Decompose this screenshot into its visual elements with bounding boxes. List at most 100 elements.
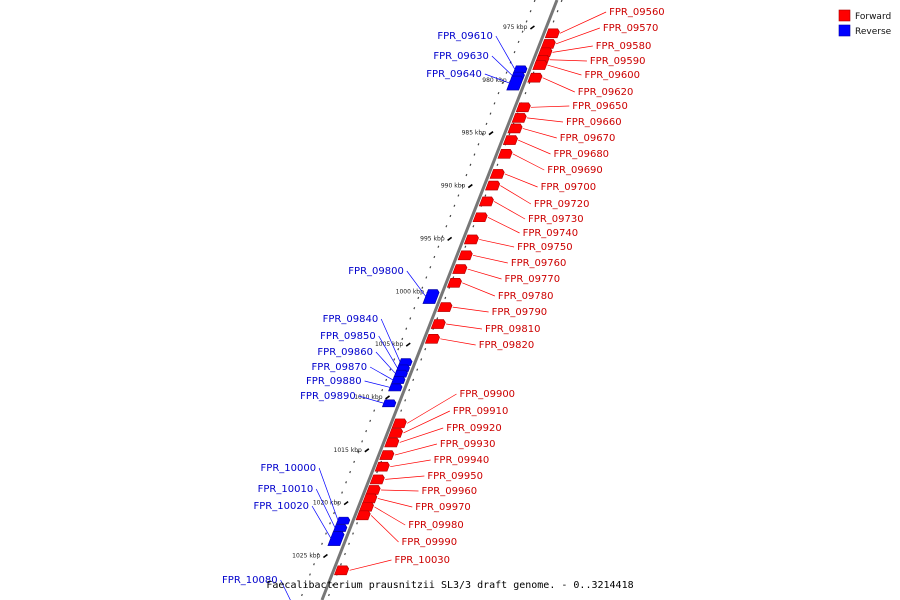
forward-gene-label: FPR_09600 [584,70,640,81]
forward-gene-label: FPR_09930 [440,439,496,450]
forward-label-leader [504,173,538,188]
forward-gene-label: FPR_09990 [402,537,458,548]
forward-label-leader [549,59,587,62]
forward-gene [446,277,462,288]
forward-gene [452,264,468,274]
legend-label-reverse: Reverse [855,27,892,37]
reverse-gene-label: FPR_09890 [300,391,356,402]
forward-gene [507,123,523,134]
forward-label-leader [394,443,438,456]
forward-gene-label: FPR_09740 [523,228,579,239]
reverse-gene [327,531,345,546]
reverse-gene-label: FPR_09630 [433,51,489,62]
forward-label-leader [512,153,545,171]
forward-gene-label: FPR_09770 [505,274,561,285]
reverse-gene-label: FPR_09850 [320,331,376,342]
tick-label: 990 kbp [441,183,466,190]
forward-gene [362,493,378,504]
tick-label: 1015 kbp [334,447,362,454]
tick-label: 985 kbp [462,130,487,137]
forward-gene [424,334,440,344]
forward-label-leader [555,27,600,45]
tick-label: 975 kbp [503,24,528,31]
tick-mark [447,236,453,242]
forward-gene-label: FPR_09790 [492,307,548,318]
reverse-gene [506,75,524,91]
reverse-label-leader [491,55,513,76]
axis-ticks: 975 kbp 980 kbp 985 kbp 990 kbp 995 kbp 1000 … [292,24,535,560]
forward-gene [478,196,494,207]
forward-gene [430,319,446,329]
genome-caption: Faecalibacterium prausnitzii SL3/3 draft… [266,580,633,591]
forward-gene [437,302,453,312]
tick-mark [467,183,473,189]
reverse-label-leader [358,395,385,404]
forward-gene [472,212,488,223]
forward-label-leader [374,506,406,526]
reverse-label-leader [406,270,427,297]
forward-gene-label: FPR_09900 [460,389,516,400]
gene-features [327,28,560,576]
legend-label-forward: Forward [855,12,891,22]
forward-gene [365,485,381,495]
forward-label-leader [370,515,399,543]
forward-label-leader [349,559,392,571]
forward-gene-label: FPR_09980 [408,520,464,531]
forward-gene [544,28,560,39]
forward-label-leader [526,117,564,123]
forward-label-leader [381,489,419,492]
reverse-gene [393,369,408,378]
forward-gene-label: FPR_09730 [528,214,584,225]
forward-label-leader [399,427,444,443]
forward-gene [374,461,390,472]
tick-mark [529,25,535,30]
forward-label-leader [406,393,457,424]
reverse-label-leader [280,579,291,600]
reverse-label-leader [315,488,336,529]
forward-gene-label: FPR_09920 [446,423,502,434]
forward-label-leader [552,45,593,53]
tick-label: 980 kbp [482,77,507,84]
forward-gene-label: FPR_09650 [572,101,628,112]
reverse-gene-label: FPR_09860 [317,347,373,358]
forward-gene [355,510,371,521]
reverse-gene [398,358,413,366]
reverse-gene [335,516,351,525]
tick-label: 995 kbp [420,235,445,242]
forward-gene [540,39,556,49]
reverse-label-leader [311,505,332,539]
reverse-label-leader [369,366,394,381]
forward-label-leader [500,185,532,205]
forward-gene [485,180,501,191]
forward-gene [515,102,531,113]
forward-gene [502,135,518,145]
forward-gene-label: FPR_09690 [547,165,603,176]
forward-gene-label: FPR_09700 [541,182,597,193]
forward-label-leader [547,64,582,76]
forward-gene [391,418,407,429]
forward-gene-label: FPR_09760 [511,258,567,269]
forward-label-leader [517,139,551,155]
gene-labels: FPR_09560 FPR_09570 FPR_09580 FPR_09590 FPR_… [222,7,665,586]
forward-label-leader [440,338,476,346]
reverse-label-leader [380,318,401,363]
tick-label: 1005 kbp [375,341,403,348]
forward-label-leader [467,268,502,280]
forward-label-leader [403,410,450,434]
forward-gene-label: FPR_09910 [453,406,509,417]
label-leader-lines [280,11,607,600]
forward-label-leader [462,282,496,297]
forward-gene [511,113,527,123]
forward-label-leader [493,201,526,220]
forward-gene [384,437,400,448]
genome-backbone [320,0,559,600]
forward-gene-label: FPR_09620 [578,87,634,98]
reverse-gene-label: FPR_09880 [306,376,362,387]
forward-gene-label: FPR_09780 [498,291,554,302]
reverse-gene-label: FPR_09870 [312,362,368,373]
forward-gene [333,565,350,576]
forward-label-leader [452,306,489,313]
forward-label-leader [487,216,520,234]
tick-mark [405,342,411,347]
